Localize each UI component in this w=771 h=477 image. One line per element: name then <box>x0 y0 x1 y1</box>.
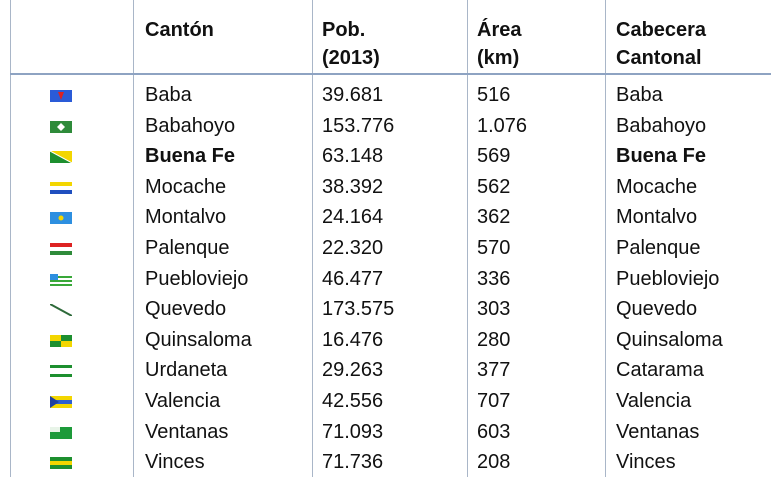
flag-icon <box>50 90 72 102</box>
flag-icon <box>50 396 72 408</box>
column-border <box>467 0 468 477</box>
table-cell: 562 <box>477 175 511 198</box>
table-cell: Puebloviejo <box>616 267 720 290</box>
table-cell: Valencia <box>145 390 221 412</box>
flag-icon <box>50 426 72 439</box>
table-cell: Babahoyo <box>145 114 236 137</box>
table-cell: 208 <box>477 451 511 474</box>
table-cell: Quevedo <box>145 298 227 321</box>
table-cell: 71.093 <box>322 420 384 443</box>
table-cell: 153.776 <box>322 114 395 137</box>
column-header: Pob. (2013) <box>322 19 380 69</box>
table-cell: 42.556 <box>322 390 384 412</box>
table-cell: 569 <box>477 145 511 168</box>
table-cell: Valencia <box>616 390 692 412</box>
table-cell: Urdaneta <box>145 359 228 382</box>
flag-icon <box>50 212 72 225</box>
table-cell: 16.476 <box>322 328 384 351</box>
table-cell: 39.681 <box>322 84 384 106</box>
table-cell: Baba <box>616 84 663 106</box>
table-cell: Baba <box>145 84 192 106</box>
table-cell: Ventanas <box>616 420 700 443</box>
flag-icon <box>50 457 72 470</box>
flag-icon <box>50 365 72 378</box>
column-border <box>312 0 313 477</box>
table-cell: 1.076 <box>477 114 528 137</box>
table-cell: 362 <box>477 206 511 229</box>
table-cell: Ventanas <box>145 420 229 443</box>
table-cell: Quinsaloma <box>145 328 252 351</box>
table-cell: 173.575 <box>322 298 395 321</box>
table-cell: 570 <box>477 237 511 259</box>
table-cell: Palenque <box>145 237 230 259</box>
flag-icon <box>50 120 72 133</box>
table-cell: Montalvo <box>145 206 227 229</box>
flag-icon <box>50 304 72 317</box>
flag-icon <box>50 151 72 164</box>
table-cell: Vinces <box>616 451 676 474</box>
table-cell: Mocache <box>145 175 227 198</box>
column-border <box>133 0 134 477</box>
table-cell: Buena Fe <box>616 145 707 168</box>
table-cell: Puebloviejo <box>145 267 249 290</box>
column-border <box>10 0 11 477</box>
table-cell: 707 <box>477 390 511 412</box>
table-cell: 38.392 <box>322 175 384 198</box>
table-cell: 22.320 <box>322 237 384 259</box>
table-cell: 377 <box>477 359 511 382</box>
table-cell: 336 <box>477 267 511 290</box>
table-cell: 516 <box>477 84 511 106</box>
header-rule <box>10 73 771 75</box>
column-header: Cabecera Cantonal <box>616 19 707 69</box>
table-cell: Catarama <box>616 359 704 382</box>
table-cell: Quinsaloma <box>616 328 723 351</box>
flag-icon <box>50 181 72 194</box>
table-cell: Mocache <box>616 175 698 198</box>
table-cell: Buena Fe <box>145 145 236 168</box>
table-cell: 24.164 <box>322 206 384 229</box>
table-cell: 63.148 <box>322 145 384 168</box>
flag-icon <box>50 273 72 286</box>
table-cell: Babahoyo <box>616 114 707 137</box>
column-border <box>605 0 606 477</box>
flag-icon <box>50 243 72 255</box>
table-cell: 280 <box>477 328 511 351</box>
table-cell: Quevedo <box>616 298 698 321</box>
table-cell: Montalvo <box>616 206 698 229</box>
flag-icon <box>50 334 72 347</box>
table-cell: 71.736 <box>322 451 384 474</box>
table-cell: 29.263 <box>322 359 384 382</box>
column-header: Cantón <box>145 19 214 41</box>
table-cell: 603 <box>477 420 511 443</box>
table-cell: 303 <box>477 298 511 321</box>
table-cell: 46.477 <box>322 267 384 290</box>
column-header: Área (km) <box>477 19 522 69</box>
table-cell: Vinces <box>145 451 205 474</box>
table-cell: Palenque <box>616 237 701 259</box>
